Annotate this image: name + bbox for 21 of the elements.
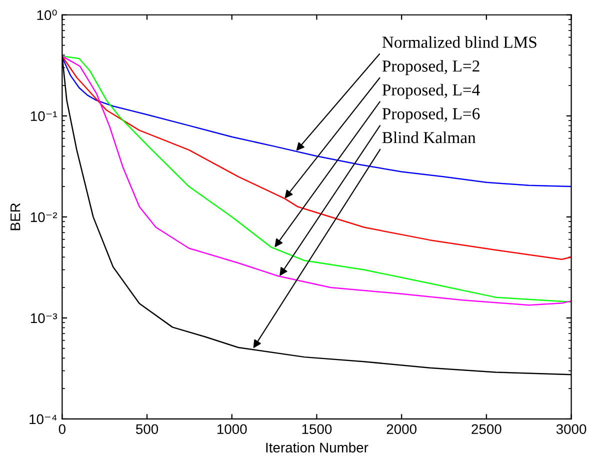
annotation: Proposed, L=2 (382, 60, 480, 76)
annotation: Normalized blind LMS (382, 36, 536, 48)
y-tick-label: 10⁰ (37, 10, 57, 20)
x-tick-label: 0 (58, 424, 66, 434)
y-tick-label: 10⁻² (30, 212, 58, 222)
y-axis-title: BER (10, 203, 20, 230)
x-tick-label: 3000 (556, 424, 586, 434)
y-tick-label: 10⁻⁴ (30, 414, 57, 424)
line-series (62, 56, 572, 188)
annotation: Proposed, L=4 (382, 84, 480, 99)
x-axis-title: Iteration Number (266, 442, 368, 453)
x-tick-label: 1000 (217, 424, 247, 434)
x-tick-label: 1500 (302, 424, 332, 434)
x-tick-label: 2000 (386, 424, 416, 434)
x-tick-label: 500 (136, 424, 158, 434)
annotation: Proposed, L=6 (382, 108, 480, 123)
x-tick-label: 2500 (472, 424, 502, 434)
y-tick-label: 10⁻³ (30, 313, 58, 324)
annotation: Blind Kalman (382, 131, 476, 144)
y-tick-label: 10⁻¹ (30, 111, 57, 122)
line-series (62, 56, 572, 260)
